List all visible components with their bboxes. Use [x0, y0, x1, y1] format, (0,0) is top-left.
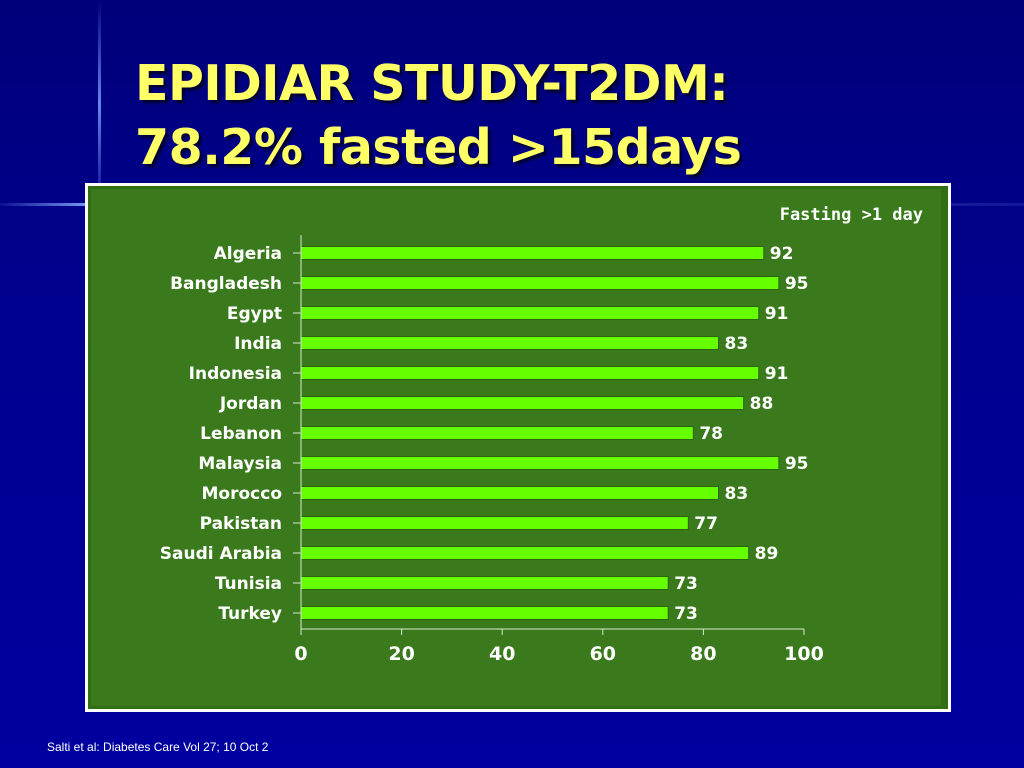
bar-value-label: 88	[750, 394, 774, 414]
x-tick-label: 80	[690, 643, 716, 665]
bar	[300, 246, 765, 260]
category-label: Turkey	[218, 604, 282, 624]
bar-chart: Fasting >1 day Algeria 92 Bangladesh 95 Egyp…	[88, 186, 948, 709]
chart-frame: Fasting >1 day Algeria 92 Bangladesh 95 Egyp…	[85, 183, 951, 712]
category-label: Lebanon	[200, 424, 282, 444]
category-label: Malaysia	[198, 454, 282, 474]
slide-title-line-1: EPIDIAR STUDY-T2DM:	[135, 55, 729, 112]
category-label: Egypt	[227, 304, 282, 324]
x-tick-label: 100	[784, 643, 824, 665]
category-label: Saudi Arabia	[160, 544, 282, 564]
bar	[300, 486, 719, 500]
bar-value-label: 73	[674, 604, 698, 624]
slide-title: EPIDIAR STUDY-T2DM: 78.2% fasted >15days	[135, 52, 742, 180]
category-label: Jordan	[219, 394, 282, 414]
bar-value-label: 92	[770, 244, 794, 264]
bar-value-label: 95	[785, 274, 809, 294]
bar	[300, 396, 745, 410]
bar	[300, 276, 780, 290]
bar-value-label: 89	[755, 544, 779, 564]
x-tick-label: 40	[489, 643, 515, 665]
category-label: Morocco	[202, 484, 283, 504]
bar-value-label: 73	[674, 574, 698, 594]
bar	[300, 606, 669, 620]
bar	[300, 546, 750, 560]
category-label: Algeria	[214, 244, 282, 264]
category-label: Bangladesh	[170, 274, 282, 294]
x-tick-label: 0	[294, 643, 307, 665]
chart-panel-inner	[91, 189, 941, 706]
citation-text: Salti et al: Diabetes Care Vol 27; 10 Oc…	[47, 740, 269, 754]
category-label: Indonesia	[189, 364, 282, 384]
bar	[300, 576, 669, 590]
x-axis: 0 20 40 60 80 100	[294, 235, 824, 665]
bar	[300, 366, 760, 380]
category-label: Tunisia	[215, 574, 282, 594]
bar-value-label: 77	[694, 514, 718, 534]
bar	[300, 516, 689, 530]
bar-value-label: 91	[765, 364, 789, 384]
bar-value-label: 83	[724, 334, 748, 354]
accent-vertical-line	[98, 0, 101, 190]
bar-value-label: 83	[724, 484, 748, 504]
slide-title-line-2: 78.2% fasted >15days	[135, 119, 742, 176]
bar-value-label: 91	[765, 304, 789, 324]
chart-title: Fasting >1 day	[780, 205, 923, 225]
category-label: Pakistan	[200, 514, 282, 534]
bar	[300, 456, 780, 470]
x-tick-label: 20	[388, 643, 414, 665]
bar	[300, 336, 719, 350]
bars-layer: Algeria 92 Bangladesh 95 Egypt 91 India 83 Indon…	[160, 244, 809, 624]
bar	[300, 426, 694, 440]
bar-value-label: 95	[785, 454, 809, 474]
category-label: India	[234, 334, 282, 354]
bar-value-label: 78	[699, 424, 723, 444]
bar	[300, 306, 760, 320]
x-tick-label: 60	[590, 643, 616, 665]
